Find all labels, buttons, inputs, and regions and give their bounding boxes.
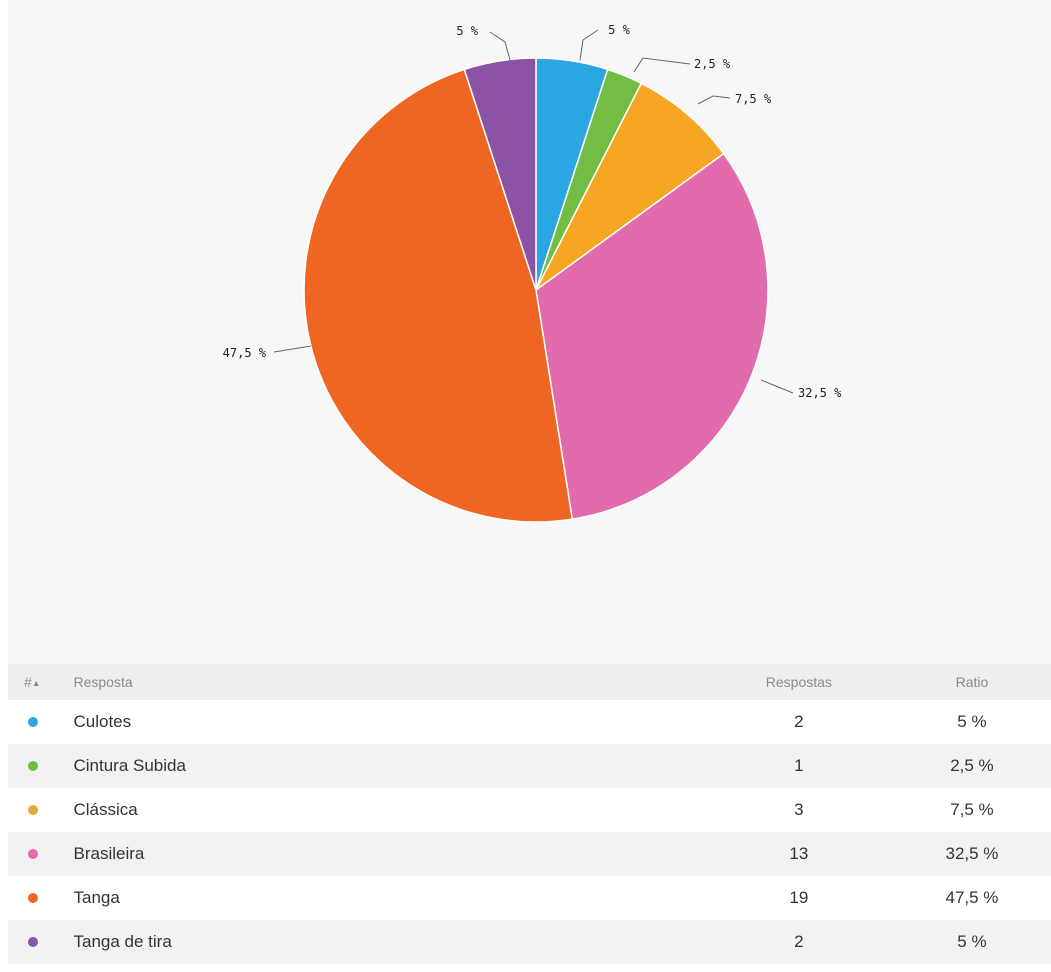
slice-leader-line: [697, 95, 731, 105]
slice-data-label: 5 %: [456, 24, 478, 38]
count-cell: 19: [704, 876, 893, 920]
pie-slice-brasileira[interactable]: [535, 152, 769, 521]
ratio-cell: 7,5 %: [892, 788, 1051, 832]
slice-leader-line: [579, 29, 599, 61]
answer-cell: Brasileira: [73, 832, 705, 876]
sort-ascending-icon[interactable]: ▲: [31, 678, 41, 688]
ratio-cell: 5 %: [892, 700, 1051, 744]
table-header-row: #▲ Resposta Respostas Ratio: [8, 664, 1051, 700]
answer-cell: Cintura Subida: [73, 744, 705, 788]
table-row: Brasileira 13 32,5 %: [8, 832, 1051, 876]
slice-data-label: 5 %: [608, 23, 630, 37]
slice-leader-line: [633, 57, 691, 73]
count-cell: 2: [704, 920, 893, 964]
ratio-cell: 5 %: [892, 920, 1051, 964]
answer-column-header[interactable]: Resposta: [73, 664, 705, 700]
results-table: #▲ Resposta Respostas Ratio Culotes 2 5 …: [8, 664, 1051, 964]
ratio-cell: 2,5 %: [892, 744, 1051, 788]
slice-leader-line: [273, 345, 312, 353]
table-row: Tanga de tira 2 5 %: [8, 920, 1051, 964]
table-row: Cintura Subida 1 2,5 %: [8, 744, 1051, 788]
pie-slice-tanga-de-tira[interactable]: [463, 57, 537, 291]
pie-slice-tanga[interactable]: [303, 68, 574, 523]
color-dot-icon: [28, 849, 38, 859]
answer-cell: Tanga: [73, 876, 705, 920]
answer-cell: Tanga de tira: [73, 920, 705, 964]
slice-leader-line: [489, 31, 511, 61]
chart-panel: 5 % 2,5 % 7,5 % 32,5 % 47,5 % 5 %: [8, 0, 1051, 664]
table-row: Tanga 19 47,5 %: [8, 876, 1051, 920]
ratio-column-header[interactable]: Ratio: [892, 664, 1051, 700]
color-dot-icon: [28, 805, 38, 815]
color-dot-icon: [28, 717, 38, 727]
count-cell: 1: [704, 744, 893, 788]
ratio-cell: 32,5 %: [892, 832, 1051, 876]
index-header-label: #: [24, 674, 32, 690]
slice-data-label: 7,5 %: [735, 92, 772, 106]
color-dot-icon: [28, 761, 38, 771]
table-row: Culotes 2 5 %: [8, 700, 1051, 744]
ratio-cell: 47,5 %: [892, 876, 1051, 920]
index-column-header[interactable]: #▲: [8, 664, 74, 700]
pie-slice-cl-ssica[interactable]: [535, 82, 725, 291]
color-dot-icon: [28, 893, 38, 903]
table-row: Clássica 3 7,5 %: [8, 788, 1051, 832]
count-column-header[interactable]: Respostas: [704, 664, 893, 700]
slice-data-label: 47,5 %: [223, 346, 267, 360]
answer-cell: Clássica: [73, 788, 705, 832]
count-cell: 2: [704, 700, 893, 744]
pie-chart: 5 % 2,5 % 7,5 % 32,5 % 47,5 % 5 %: [223, 23, 842, 523]
slice-data-label: 2,5 %: [694, 57, 731, 71]
count-cell: 13: [704, 832, 893, 876]
count-cell: 3: [704, 788, 893, 832]
color-dot-icon: [28, 937, 38, 947]
slice-data-label: 32,5 %: [798, 386, 842, 400]
slice-leader-line: [760, 379, 794, 394]
answer-cell: Culotes: [73, 700, 705, 744]
